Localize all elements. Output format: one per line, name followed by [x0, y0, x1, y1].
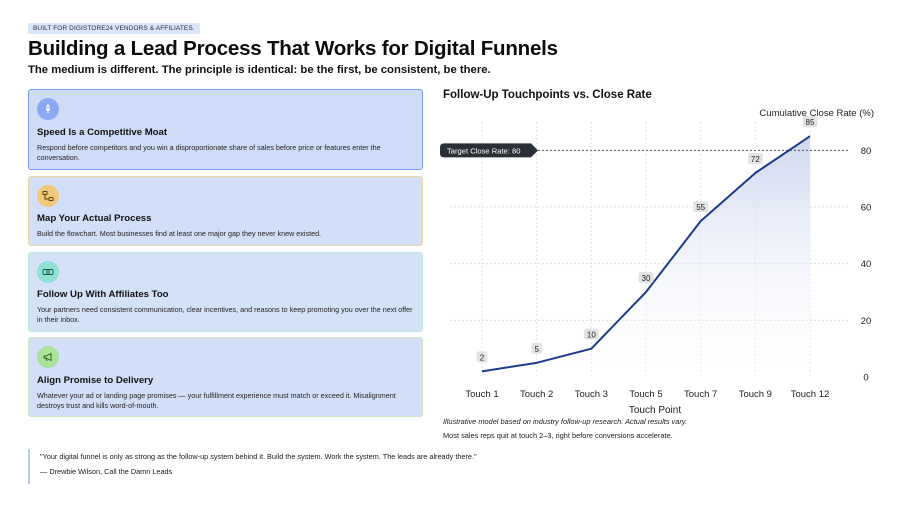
data-label: 55: [696, 203, 705, 212]
rocket-icon: [37, 98, 59, 120]
y-tick-label: 40: [861, 259, 872, 270]
quote-author: — Drewbie Wilson, Call the Damn Leads: [40, 467, 173, 476]
card-process: Map Your Actual Process Build the flowch…: [28, 176, 423, 246]
data-label: 30: [642, 274, 651, 283]
x-tick-label: Touch 12: [791, 389, 830, 400]
page-title: Building a Lead Process That Works for D…: [28, 37, 558, 60]
target-label-box: [440, 143, 538, 158]
card-title: Follow Up With Affiliates Too: [37, 289, 169, 300]
card-affiliates: Follow Up With Affiliates Too Your partn…: [28, 252, 423, 332]
flowchart-icon: [37, 185, 59, 207]
data-label: 85: [806, 118, 815, 127]
page-subtitle: The medium is different. The principle i…: [28, 64, 491, 76]
y-axis-label: Cumulative Close Rate (%): [759, 108, 874, 119]
card-title: Speed Is a Competitive Moat: [37, 127, 168, 138]
data-label-bg: [802, 116, 818, 128]
data-label-bg: [747, 153, 763, 164]
data-label: 2: [480, 353, 485, 362]
handshake-icon: [37, 261, 59, 283]
audience-badge: BUILT FOR DIGISTORE24 VENDORS & AFFILIAT…: [28, 23, 200, 34]
data-label-bg: [638, 272, 654, 283]
data-label-bg: [531, 342, 543, 354]
data-label-bg: [693, 201, 709, 213]
card-description: Respond before competitors and you win a…: [37, 143, 381, 162]
x-tick-label: Touch 1: [465, 389, 498, 400]
chart-footnote: Most sales reps quit at touch 2–3, right…: [443, 431, 673, 440]
card-description: Build the flowchart. Most businesses fin…: [37, 229, 322, 238]
close-rate-chart: Target Close Rate: 80 2 5 10 30 55 72 85 0 20 40 60…: [440, 108, 874, 416]
area-fill: [482, 136, 810, 377]
x-tick-label: Touch 9: [739, 389, 772, 400]
quote-text: "Your digital funnel is only as strong a…: [40, 452, 477, 461]
y-tick-label: 0: [863, 373, 868, 384]
y-tick-label: 20: [861, 316, 872, 327]
x-tick-label: Touch 2: [520, 389, 553, 400]
card-description: Your partners need consistent communicat…: [37, 305, 413, 324]
quote-block: "Your digital funnel is only as strong a…: [28, 449, 477, 484]
y-tick-label: 80: [861, 146, 872, 157]
card-title: Map Your Actual Process: [37, 213, 152, 224]
data-label: 5: [534, 345, 539, 354]
megaphone-icon: [37, 346, 59, 368]
x-tick-label: Touch 7: [684, 389, 717, 400]
data-label-bg: [583, 328, 599, 340]
x-tick-label: Touch 3: [575, 389, 608, 400]
card-promise: Align Promise to Delivery Whatever your …: [28, 337, 423, 417]
card-title: Align Promise to Delivery: [37, 375, 154, 386]
data-label-bg: [476, 351, 488, 363]
target-label: Target Close Rate: 80: [447, 146, 520, 155]
chart-title: Follow-Up Touchpoints vs. Close Rate: [443, 89, 652, 101]
y-tick-label: 60: [861, 203, 872, 214]
data-label: 72: [751, 155, 760, 164]
x-axis-label: Touch Point: [629, 405, 681, 416]
data-label: 10: [587, 331, 596, 340]
x-tick-label: Touch 5: [629, 389, 662, 400]
card-description: Whatever your ad or landing page promise…: [37, 391, 396, 410]
card-speed: Speed Is a Competitive Moat Respond befo…: [28, 89, 423, 170]
series-line: [481, 135, 811, 373]
chart-note: Illustrative model based on industry fol…: [443, 417, 687, 426]
